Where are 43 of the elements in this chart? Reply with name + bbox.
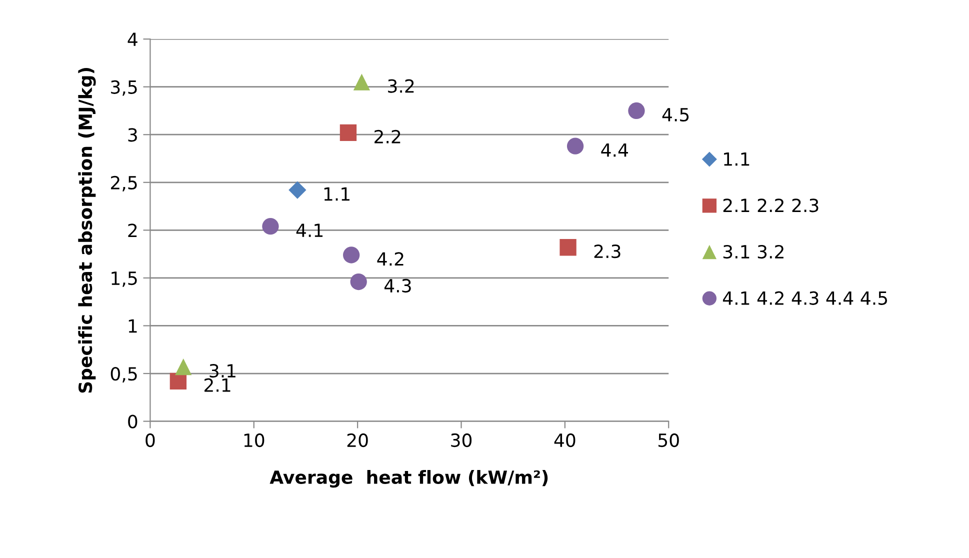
y-axis-title: Specific heat absorption (MJ/kg) bbox=[78, 68, 96, 393]
y-tick-label: 4 bbox=[128, 32, 138, 46]
point bbox=[566, 138, 584, 154]
point bbox=[353, 74, 370, 90]
x-tick-label: 0 bbox=[146, 433, 155, 448]
annotation: 4.2 bbox=[377, 252, 404, 266]
y-tick-label: 3 bbox=[128, 128, 137, 142]
y-tick-label: 2 bbox=[128, 224, 137, 238]
annotation: 4.3 bbox=[384, 278, 411, 293]
x-tick-label: 40 bbox=[554, 433, 576, 448]
y-tick-label: 1 bbox=[128, 319, 137, 333]
point bbox=[262, 218, 279, 235]
point bbox=[175, 358, 192, 376]
point bbox=[350, 273, 367, 290]
point bbox=[343, 246, 360, 264]
point bbox=[628, 102, 645, 120]
x-tick-label: 20 bbox=[347, 433, 368, 448]
annotation: 2.2 bbox=[374, 130, 400, 144]
annotation: 4.5 bbox=[662, 108, 689, 122]
x-tick-label: 50 bbox=[658, 433, 679, 448]
point bbox=[288, 181, 306, 199]
annotation: 2.1 bbox=[204, 378, 230, 392]
y-tick-label: 0 bbox=[128, 414, 138, 428]
legend-label: 3.1 3.2 bbox=[723, 244, 784, 259]
x-axis-title: Average heat flow (kW/m²) bbox=[270, 470, 548, 488]
x-tick-label: 30 bbox=[451, 433, 472, 448]
legend-label: 1.1 bbox=[724, 152, 750, 166]
annotation: 4.4 bbox=[601, 143, 628, 157]
point bbox=[170, 372, 187, 390]
y-tick-label: 3,5 bbox=[111, 80, 137, 96]
y-tick-label: 2,5 bbox=[111, 176, 137, 192]
annotation: 4.1 bbox=[296, 224, 323, 237]
x-tick-label: 10 bbox=[244, 433, 264, 448]
annotation: 3.1 bbox=[210, 364, 236, 378]
legend-label: 4.1 4.2 4.3 4.4 4.5 bbox=[722, 291, 888, 305]
point bbox=[340, 124, 357, 142]
annotation: 1.1 bbox=[324, 187, 350, 201]
point bbox=[560, 239, 576, 256]
y-tick-label: 1,5 bbox=[112, 272, 137, 287]
annotation: 3.2 bbox=[388, 79, 414, 93]
annotation: 2.3 bbox=[594, 244, 620, 258]
y-tick-label: 0,5 bbox=[110, 366, 137, 382]
legend-label: 2.1 2.2 2.3 bbox=[723, 198, 818, 212]
